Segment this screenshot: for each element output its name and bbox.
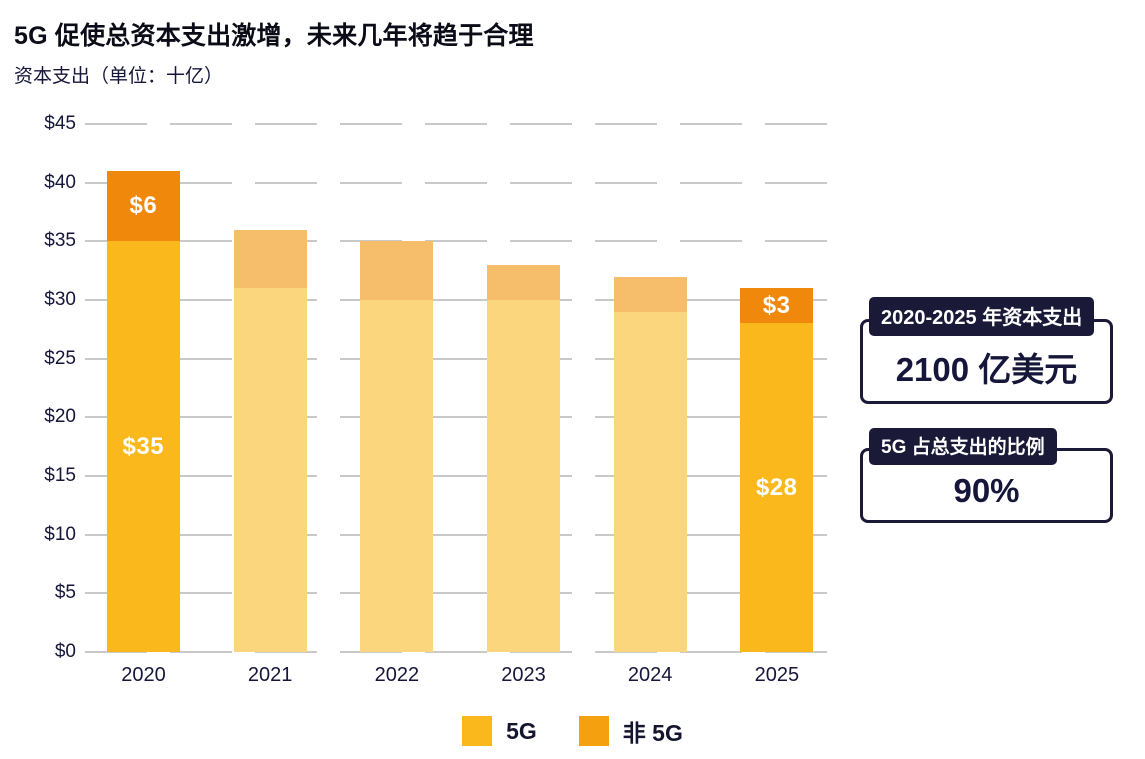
legend-label: 5G	[506, 717, 537, 744]
gridline	[85, 475, 840, 477]
x-axis-label-2020: 2020	[121, 664, 166, 686]
bar-2021-segment-5g	[233, 288, 307, 652]
y-axis-tick-label: $25	[44, 347, 76, 369]
bar-2020: $6 $35	[106, 170, 180, 652]
y-axis-tick-label: $45	[44, 113, 76, 134]
chart-title: 5G 促使总资本支出激增，未来几年将趋于合理	[14, 22, 534, 50]
x-axis-label-2021: 2021	[247, 664, 293, 686]
bar-2021-segment-non5g	[233, 229, 307, 289]
bar-2021	[233, 229, 307, 652]
bar-2025-segment-non5g: $3	[740, 288, 814, 324]
bar-2023-segment-5g	[486, 300, 560, 652]
legend: 5G 非 5G	[0, 714, 1145, 748]
bar-value-label: $35	[122, 432, 165, 460]
callout-5g-share: 5G 占总支出的比例 90%	[860, 428, 1113, 523]
gridline	[85, 240, 840, 243]
plot-area: $6 $35 $3 $28	[80, 123, 840, 653]
gridline	[85, 533, 840, 536]
y-axis-tick-label: $5	[54, 582, 76, 604]
y-axis-tick-label: $20	[44, 406, 76, 428]
x-axis-label-2025: 2025	[754, 664, 800, 686]
bar-value-label: $3	[762, 291, 791, 319]
gridline	[85, 592, 840, 595]
gridline	[85, 299, 840, 301]
bar-2024-segment-non5g	[613, 276, 687, 312]
bar-2025-segment-5g: $28	[740, 323, 814, 652]
chart-subtitle: 资本支出（单位：十亿）	[14, 66, 224, 87]
y-axis-tick-label: $35	[44, 230, 76, 252]
legend-swatch-5g-icon	[462, 716, 493, 746]
y-axis-tick-label: $0	[54, 641, 76, 662]
gridline	[85, 181, 840, 184]
gridline	[85, 416, 840, 419]
bar-value-label: $6	[129, 192, 158, 220]
x-axis-label-2022: 2022	[374, 664, 420, 686]
gridline	[85, 123, 840, 125]
x-axis-label-2023: 2023	[501, 664, 546, 686]
callout-total-capex-tab: 2020-2025 年资本支出	[869, 297, 1095, 336]
y-axis-tick-label: $10	[44, 523, 76, 545]
bar-2022-segment-non5g	[360, 241, 434, 300]
bar-2022	[360, 241, 434, 652]
bar-2020-segment-non5g: $6	[106, 170, 180, 242]
y-axis-tick-label: $40	[44, 171, 76, 193]
y-axis-tick-label: $15	[44, 465, 76, 486]
y-axis-tick-label: $30	[44, 289, 76, 310]
bar-2023	[486, 264, 560, 652]
bar-2024-segment-5g	[613, 311, 687, 652]
callout-5g-share-tab: 5G 占总支出的比例	[869, 428, 1057, 465]
legend-swatch-non5g-icon	[578, 716, 609, 746]
x-axis-label-2024: 2024	[627, 664, 673, 686]
legend-label: 非 5G	[622, 720, 683, 746]
legend-item-non5g: 非 5G	[578, 714, 683, 748]
bar-2022-segment-5g	[360, 300, 434, 652]
bar-2023-segment-non5g	[486, 264, 560, 300]
callout-total-capex: 2020-2025 年资本支出 2100 亿美元	[860, 297, 1113, 404]
bar-2024	[613, 276, 687, 652]
bar-value-label: $28	[755, 473, 798, 501]
gridline	[85, 651, 840, 653]
gridline	[85, 357, 840, 360]
legend-item-5g: 5G	[462, 716, 537, 746]
bar-2020-segment-5g: $35	[106, 241, 180, 652]
bar-2025: $3 $28	[740, 288, 814, 652]
